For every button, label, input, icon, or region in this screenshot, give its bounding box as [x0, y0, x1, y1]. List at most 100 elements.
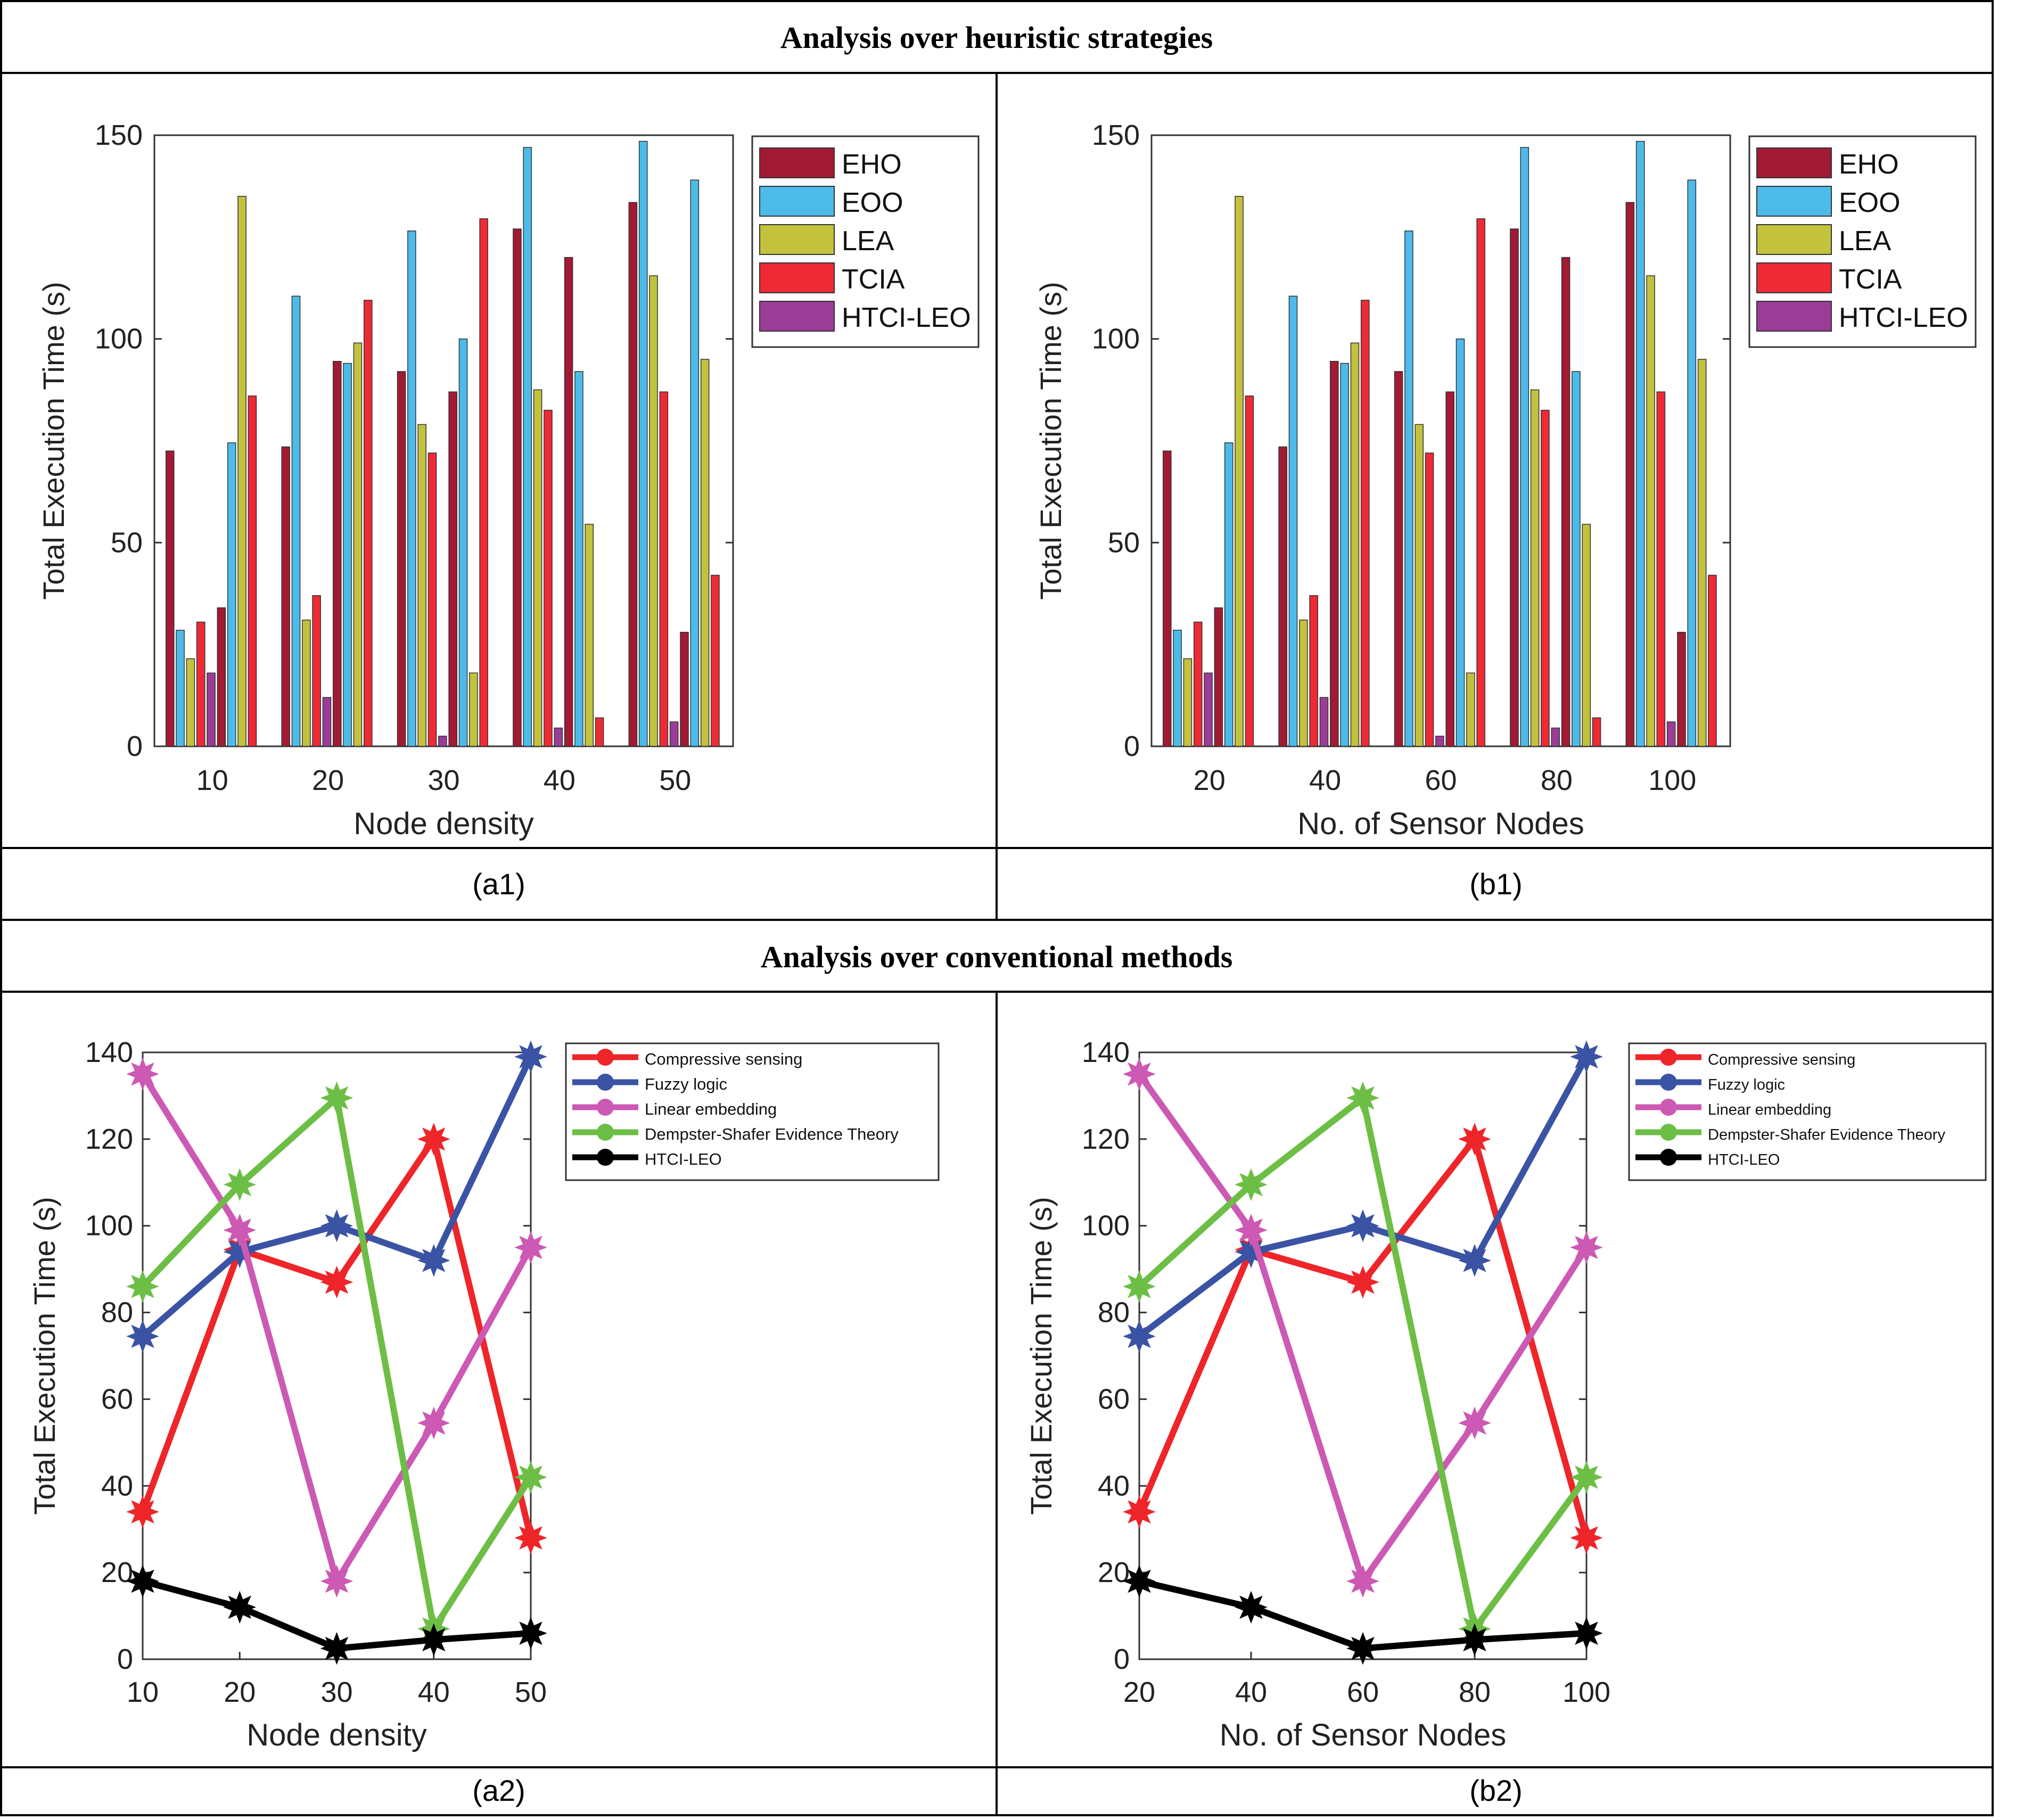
a1-bar	[458, 338, 468, 747]
a2-ytick-label: 120	[85, 1123, 133, 1155]
b2-point	[1570, 1461, 1603, 1494]
a1-legend-label: TCIA	[842, 264, 905, 295]
b2-legend-label: Dempster-Shafer Evidence Theory	[1708, 1126, 1945, 1143]
a2-point	[320, 1632, 353, 1665]
a1-bar	[312, 595, 321, 747]
b2-y-axis-label: Total Execution Time (s)	[1024, 1197, 1058, 1515]
b1-bar	[1235, 196, 1244, 747]
b1-ytick-label: 150	[1092, 119, 1140, 151]
a1-bar	[448, 391, 457, 747]
b1-bar	[1476, 218, 1485, 747]
b1-bar	[1656, 391, 1666, 747]
a1-xtick-label: 30	[427, 764, 459, 796]
a1-bar	[554, 727, 563, 747]
b2-point	[1570, 1231, 1603, 1264]
a1-legend-swatch	[759, 301, 835, 332]
b1-bar	[1204, 672, 1213, 747]
b2-x-axis-label: No. of Sensor Nodes	[1220, 1718, 1506, 1752]
a2-point	[417, 1623, 450, 1657]
b1-bar	[1340, 363, 1349, 747]
b1-ytick-label: 100	[1092, 323, 1140, 355]
a1-bar	[176, 630, 185, 747]
a1-xtick-label: 10	[196, 764, 228, 796]
b2-point	[1570, 1521, 1603, 1554]
b1-bar	[1551, 727, 1560, 747]
b1-bar	[1582, 524, 1591, 747]
b2-point	[1235, 1168, 1268, 1201]
a2-legend-marker	[597, 1099, 614, 1116]
b2-ytick-label: 100	[1082, 1210, 1130, 1242]
b1-legend-swatch	[1756, 186, 1832, 217]
a2-point	[223, 1214, 257, 1247]
a2-legend-marker	[597, 1074, 614, 1091]
a1-xtick-label: 40	[544, 764, 575, 796]
a2-legend-label: HTCI-LEO	[645, 1150, 722, 1168]
a1-bar	[711, 574, 720, 747]
b1-bar	[1245, 396, 1254, 747]
a2-plot-area	[142, 1051, 532, 1660]
a1-bar	[513, 228, 522, 747]
b2-ytick-label: 80	[1098, 1297, 1130, 1329]
a1-bar	[438, 736, 447, 747]
a1-legend-label: EHO	[842, 149, 902, 180]
a1-bar	[186, 658, 195, 747]
a2-ytick-label: 20	[101, 1557, 133, 1588]
b2-point	[1346, 1564, 1379, 1598]
b1-legend-swatch	[1756, 262, 1832, 293]
b1-ytick-label: 50	[1108, 526, 1140, 558]
a1-legend-swatch	[759, 262, 835, 293]
b2-legend-marker	[1660, 1099, 1677, 1116]
a2-point	[126, 1270, 159, 1303]
b1-legend-label: TCIA	[1839, 264, 1902, 295]
a2-legend-marker	[597, 1149, 614, 1166]
a1-bar	[564, 257, 573, 747]
a1-ytick-label: 50	[111, 526, 143, 558]
b1-bar	[1520, 147, 1529, 747]
a2-point	[417, 1406, 450, 1439]
b2-point	[1235, 1214, 1268, 1247]
b1-bar	[1708, 574, 1717, 747]
a1-bar	[165, 450, 175, 747]
a1-bar	[322, 697, 332, 747]
a1-bar	[523, 147, 532, 747]
b1-bar	[1183, 658, 1193, 747]
a2-point	[514, 1231, 547, 1264]
a1-bar	[217, 607, 226, 747]
b2-point	[1123, 1057, 1156, 1091]
a1-bar	[343, 363, 352, 747]
b1-legend-swatch	[1756, 147, 1832, 178]
b2-ytick-label: 60	[1098, 1383, 1130, 1415]
line-chart-a2: 0 20 40 60 80 100 120 140 10 20 30 40 50 Node density…	[28, 1036, 940, 1752]
b1-bar	[1224, 442, 1233, 747]
a1-bar	[291, 295, 301, 747]
a2-point	[223, 1168, 257, 1201]
b1-bar	[1360, 300, 1370, 747]
caption-b1: (b1)	[1469, 867, 1523, 901]
a2-point	[320, 1209, 353, 1242]
b1-bar	[1635, 141, 1645, 747]
a1-bar	[690, 179, 700, 747]
b2-legend-marker	[1660, 1074, 1677, 1091]
b2-ytick-label: 0	[1114, 1643, 1130, 1675]
a2-xtick-label: 20	[224, 1676, 256, 1708]
section-title-conventional: Analysis over conventional methods	[761, 940, 1233, 974]
bar-chart-a1: 0 50 100 150 10 20 30 40 50 Node density Total Exe…	[37, 119, 980, 841]
b1-xtick-label: 20	[1194, 764, 1226, 796]
a2-point	[126, 1320, 159, 1353]
a1-bar	[595, 717, 604, 747]
a1-ytick-label: 150	[95, 119, 143, 151]
b2-legend-label: Compressive sensing	[1708, 1051, 1855, 1068]
b1-xtick-label: 80	[1541, 764, 1573, 796]
b2-xtick-label: 100	[1563, 1676, 1610, 1708]
b1-xtick-label: 60	[1425, 764, 1457, 796]
b1-bar	[1435, 736, 1444, 747]
a2-ytick-label: 40	[101, 1470, 133, 1502]
b2-point	[1123, 1564, 1156, 1598]
b1-legend-label: EOO	[1839, 187, 1901, 218]
b1-legend-swatch	[1756, 224, 1832, 255]
b2-point	[1123, 1270, 1156, 1303]
a1-bar	[333, 361, 342, 747]
b1-bar	[1697, 359, 1707, 747]
b1-bar	[1350, 342, 1360, 747]
b2-point	[1458, 1123, 1491, 1156]
